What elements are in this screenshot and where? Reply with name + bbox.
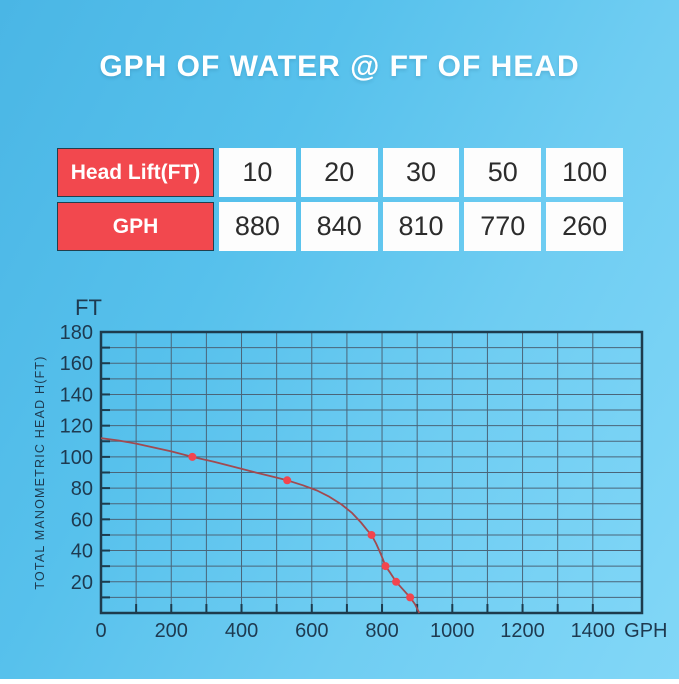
x-tick-label: 1000 — [430, 620, 475, 642]
performance-curve-plot: 0 200 400 600 800 1000 1200 1400 GPH 20 40 60 80 100 1… — [33, 295, 667, 642]
x-tick-label: 600 — [295, 620, 328, 642]
y-tick-label: 100 — [60, 447, 93, 469]
y-tick-label: 180 — [60, 322, 93, 344]
table-cell-gph-1: 880 — [219, 202, 296, 251]
y-tick-label: 160 — [60, 353, 93, 375]
data-point-marker — [367, 530, 376, 539]
spec-table: Head Lift(FT) 10 20 30 50 100 GPH 880 84… — [57, 148, 623, 251]
y-tick-label: 80 — [71, 478, 93, 500]
table-cell-headlift-1: 10 — [219, 148, 296, 197]
table-cell-gph-3: 810 — [382, 202, 460, 251]
y-tick-label: 140 — [60, 384, 93, 406]
data-point-marker — [188, 452, 197, 461]
table-cell-headlift-2: 20 — [300, 148, 378, 197]
table-row-header-gph: GPH — [57, 202, 214, 251]
data-point-marker — [283, 476, 292, 485]
y-axis-title: TOTAL MANOMETRIC HEAD H(FT) — [33, 355, 47, 589]
table-cell-headlift-4: 50 — [464, 148, 542, 197]
x-tick-label: 400 — [225, 620, 258, 642]
performance-curve — [100, 437, 421, 614]
x-tick-label: 0 — [95, 620, 106, 642]
x-tick-label: 200 — [155, 620, 188, 642]
y-tick-label: 40 — [71, 541, 93, 563]
table-cell-headlift-3: 30 — [382, 148, 460, 197]
table-cell-gph-2: 840 — [300, 202, 378, 251]
x-tick-label: 1400 — [571, 620, 616, 642]
performance-chart: 0 200 400 600 800 1000 1200 1400 GPH 20 40 60 80 100 1… — [0, 285, 679, 679]
data-point-marker — [392, 577, 401, 586]
y-tick-label: 20 — [71, 572, 93, 594]
table-cell-headlift-5: 100 — [546, 148, 623, 197]
x-tick-label: 800 — [365, 620, 398, 642]
page-title: GPH OF WATER @ FT OF HEAD — [99, 50, 580, 83]
table-cell-gph-4: 770 — [464, 202, 542, 251]
y-tick-label: 120 — [60, 416, 93, 438]
x-tick-label: 1200 — [500, 620, 545, 642]
y-axis-unit-label: FT — [75, 295, 102, 320]
data-point-marker — [381, 562, 390, 571]
table-row-header-head-lift: Head Lift(FT) — [57, 148, 214, 197]
data-point-marker — [406, 593, 415, 602]
x-axis-unit-label: GPH — [624, 620, 667, 642]
y-tick-label: 60 — [71, 509, 93, 531]
table-cell-gph-5: 260 — [546, 202, 623, 251]
